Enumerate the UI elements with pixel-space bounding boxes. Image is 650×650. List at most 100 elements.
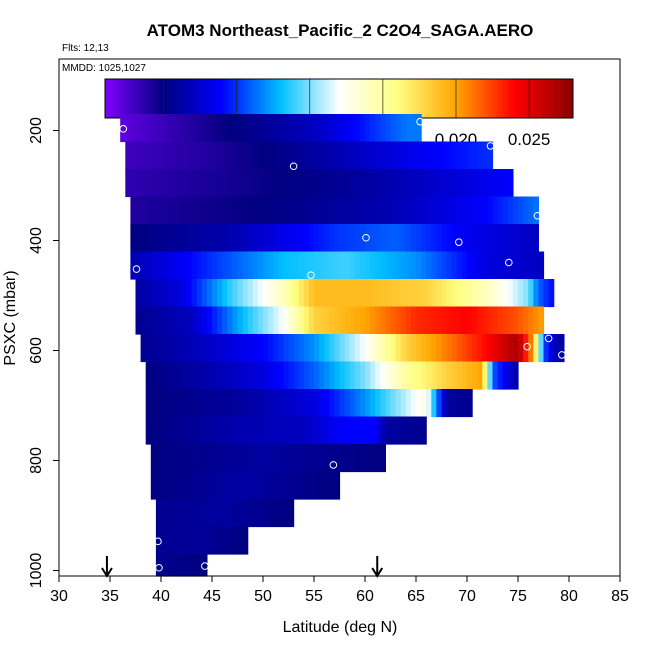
heatmap-cell bbox=[166, 279, 172, 308]
heatmap-cell bbox=[268, 224, 274, 253]
heatmap-cell bbox=[232, 251, 239, 280]
heatmap-cell bbox=[278, 499, 284, 528]
heatmap-cell bbox=[242, 251, 249, 280]
heatmap-cell bbox=[359, 306, 366, 335]
heatmap-cell bbox=[477, 169, 483, 198]
x-tick-label: 30 bbox=[50, 588, 68, 605]
heatmap-cell bbox=[222, 141, 228, 170]
heatmap-cell bbox=[421, 334, 427, 363]
heatmap-cell bbox=[319, 444, 325, 473]
heatmap-cell bbox=[247, 361, 254, 390]
heatmap-cell bbox=[416, 224, 422, 253]
heatmap-cell bbox=[441, 251, 448, 280]
heatmap-cell bbox=[222, 471, 228, 500]
heatmap-cell bbox=[196, 554, 203, 577]
heatmap-cell bbox=[400, 251, 407, 280]
heatmap-cell bbox=[186, 554, 193, 577]
x-tick-label: 45 bbox=[203, 588, 221, 605]
heatmap-cell bbox=[421, 416, 427, 445]
heatmap-cell bbox=[196, 141, 203, 170]
heatmap-cell bbox=[303, 334, 310, 363]
heatmap-cell bbox=[263, 141, 269, 170]
heatmap-cell bbox=[237, 196, 244, 225]
heatmap-cell bbox=[232, 444, 239, 473]
heatmap-cell bbox=[461, 141, 468, 170]
sample-point bbox=[154, 537, 162, 546]
heatmap-cell bbox=[426, 279, 432, 308]
heatmap-cell bbox=[370, 416, 376, 445]
heatmap-cell bbox=[283, 444, 290, 473]
flight-latitude-arrows bbox=[101, 556, 384, 578]
heatmap-cell bbox=[365, 141, 371, 170]
heatmap-cell bbox=[319, 306, 325, 335]
heatmap-cell bbox=[161, 361, 167, 390]
heatmap-cell bbox=[339, 444, 346, 473]
heatmap-cell bbox=[482, 361, 488, 390]
heatmap-cell bbox=[145, 114, 152, 143]
heatmap-cell bbox=[303, 141, 310, 170]
heatmap-cell bbox=[155, 334, 162, 363]
heatmap-cell bbox=[492, 224, 499, 253]
heatmap-cell bbox=[298, 251, 305, 280]
heatmap-cell bbox=[176, 416, 182, 445]
heatmap-cell bbox=[186, 361, 193, 390]
heatmap-cell bbox=[283, 389, 290, 418]
heatmap-cell bbox=[217, 361, 223, 390]
heatmap-cell bbox=[166, 471, 172, 500]
heatmap-cell bbox=[405, 114, 412, 143]
heatmap-cell bbox=[222, 389, 228, 418]
heatmap-cell bbox=[319, 141, 325, 170]
heatmap-cell bbox=[339, 141, 346, 170]
heatmap-cell bbox=[354, 444, 361, 473]
heatmap-cell bbox=[436, 306, 443, 335]
heatmap-cell bbox=[263, 306, 269, 335]
heatmap-cell bbox=[538, 334, 545, 363]
heatmap-cell bbox=[528, 279, 534, 308]
heatmap-cell bbox=[247, 196, 254, 225]
heatmap-cell bbox=[334, 251, 341, 280]
heatmap-cell bbox=[472, 334, 478, 363]
heatmap-cell bbox=[283, 306, 290, 335]
heatmap-cell bbox=[278, 169, 284, 198]
heatmap-cell bbox=[518, 279, 524, 308]
heatmap-cell bbox=[492, 334, 499, 363]
heatmap-cell bbox=[176, 526, 182, 555]
heatmap-cell bbox=[181, 224, 188, 253]
heatmap-cell bbox=[232, 114, 239, 143]
x-tick-label: 80 bbox=[560, 588, 578, 605]
heatmap-cell bbox=[206, 444, 213, 473]
heatmap-cell bbox=[268, 471, 274, 500]
heatmap-cell bbox=[232, 361, 239, 390]
heatmap-cell bbox=[385, 169, 392, 198]
heatmap-cell bbox=[232, 306, 239, 335]
heatmap-cell bbox=[329, 444, 335, 473]
heatmap-cell bbox=[217, 499, 223, 528]
heatmap-cell bbox=[344, 361, 351, 390]
heatmap-cell bbox=[206, 141, 213, 170]
heatmap-cell bbox=[268, 251, 274, 280]
heatmap-cell bbox=[314, 196, 320, 225]
heatmap-cell bbox=[242, 114, 249, 143]
heatmap-cell bbox=[451, 251, 458, 280]
heatmap-cell bbox=[140, 251, 147, 280]
heatmap-cell bbox=[181, 279, 188, 308]
heatmap-cell bbox=[314, 141, 320, 170]
heatmap-cell bbox=[308, 224, 315, 253]
heatmap-cell bbox=[385, 114, 392, 143]
heatmap-cell bbox=[421, 361, 427, 390]
heatmap-cell bbox=[130, 141, 137, 170]
heatmap-cell bbox=[217, 196, 223, 225]
heatmap-cell bbox=[451, 169, 458, 198]
heatmap-cell bbox=[242, 196, 249, 225]
heatmap-cell bbox=[166, 444, 172, 473]
heatmap-cell bbox=[186, 389, 193, 418]
heatmap-cell bbox=[252, 471, 259, 500]
heatmap-cell bbox=[140, 306, 147, 335]
heatmap-cell bbox=[273, 361, 279, 390]
heatmap-cell bbox=[150, 416, 157, 445]
heatmap-cell bbox=[502, 279, 509, 308]
heatmap-cell bbox=[171, 306, 177, 335]
heatmap-cell bbox=[247, 279, 254, 308]
heatmap-cell bbox=[145, 196, 152, 225]
heatmap-cell bbox=[227, 306, 233, 335]
